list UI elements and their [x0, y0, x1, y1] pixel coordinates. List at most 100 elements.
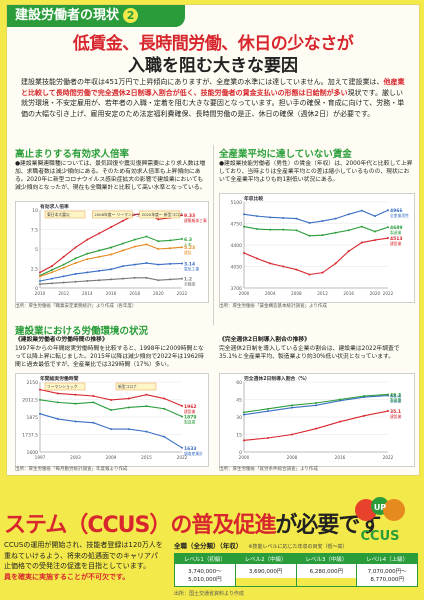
y-tick-label: 45 [236, 398, 242, 404]
level-name: レベル2（中級） [235, 554, 296, 564]
data-point [181, 404, 183, 407]
series-line [243, 209, 389, 224]
data-point [334, 217, 337, 220]
data-point [86, 238, 89, 241]
annotation-box [44, 382, 86, 391]
data-point [74, 262, 77, 265]
section-title-text: 建設労働者の現状 [15, 8, 120, 23]
data-point [157, 263, 160, 266]
panel2-source: 出所：厚生労働省「賃金構造基本統計調査」より作成 [219, 304, 327, 309]
data-point [86, 271, 89, 274]
data-point [110, 278, 112, 281]
data-point [373, 215, 376, 218]
x-tick-label: 1997 [35, 455, 46, 460]
panel1-source: 出所：厚生労働省「職業安定業務統計」より作成（各年度） [15, 304, 137, 309]
data-point [256, 215, 259, 218]
panel3-text: 1997年からの年間総実労働時間を比較すると、1998年に2009時間となって以… [15, 346, 204, 368]
ccus-body-text: CCUSの運用が開始され、技能者登録は120万人を 重ねていけるよう、将来の処遇… [4, 540, 172, 582]
data-point [127, 406, 130, 409]
ccus-title: ステム（CCUS）の普及促進が必要です [4, 507, 381, 539]
data-point [145, 235, 148, 238]
data-point [74, 402, 77, 405]
data-point [256, 228, 259, 231]
data-point [39, 398, 41, 401]
series-name-label: 建設 [184, 250, 192, 255]
data-point [121, 265, 124, 268]
data-point [267, 410, 269, 413]
x-tick-label: 2018 [129, 291, 140, 296]
data-point [56, 417, 59, 420]
data-point [387, 237, 389, 240]
data-point [181, 446, 183, 449]
data-point [181, 262, 183, 265]
series-line [243, 225, 389, 237]
data-point [39, 283, 41, 286]
data-point [98, 279, 101, 282]
y-tick-label: 10 [32, 208, 38, 214]
data-point [92, 401, 95, 404]
data-point [267, 407, 269, 410]
y-tick-label: 5100 [231, 200, 243, 206]
data-point [360, 225, 363, 228]
data-point [387, 393, 389, 396]
headline-line1: 低賃金、長時間労働、休日の少なさが [72, 34, 354, 54]
annotation-box [115, 382, 157, 391]
y-tick-label: 3700 [231, 286, 243, 292]
data-point [86, 258, 89, 261]
data-point [269, 216, 272, 219]
section-title-tag: 建設労働者の現状 2 [7, 5, 185, 27]
x-tick-label: 2022 [177, 455, 188, 460]
data-point [295, 217, 298, 220]
data-point [291, 404, 293, 407]
data-point [282, 216, 285, 219]
data-point [50, 269, 53, 272]
vertical-divider [213, 145, 214, 325]
headline-line2: 入職を阻む大きな要因 [128, 56, 298, 76]
level-range: 3,740,000〜5,010,000円 [175, 564, 235, 586]
y-tick-label: 7.5 [31, 228, 38, 234]
document-sheet: 建設労働者の現状 2 低賃金、長時間労働、休日の少なさが 入職を阻む大きな要因 建… [6, 4, 420, 476]
x-tick-label: 2014 [82, 291, 93, 296]
data-point [243, 439, 245, 442]
data-point [127, 397, 130, 400]
data-point [74, 420, 77, 423]
series-end-label: 1633 [184, 446, 197, 452]
series-end-label: 35.1 [390, 409, 401, 415]
panel4-text: 完全週休2日制を導入している企業の割合は、建設業は2022年調査で35.1%と全… [219, 346, 400, 360]
x-tick-label: 2008 [287, 455, 298, 460]
panel3-source: 出所：厚生労働省「毎月勤労統計調査」年度報より作成 [15, 467, 128, 472]
series-name-label: 土木 [184, 242, 192, 247]
data-point [39, 271, 41, 274]
series-name-label: 製造業 [390, 397, 402, 402]
level-cell: レベル4（上級） 7,070,000円〜8,770,000円 [356, 554, 417, 586]
annotation-label: 2020年度〜 新型コロナ [142, 212, 183, 217]
series-name-label: 調査産業計 [184, 451, 203, 456]
series-name-label: 全職業 [184, 282, 196, 287]
series-end-label: 4513 [390, 236, 403, 242]
data-point [145, 393, 148, 396]
data-point [295, 229, 298, 232]
data-point [39, 412, 41, 415]
data-point [145, 405, 148, 408]
panel3-sub: 《建設業労働者の労働時間の推移》 [15, 337, 108, 343]
data-point [62, 266, 65, 269]
data-point [315, 427, 317, 430]
series-end-label: 6.3 [184, 237, 192, 243]
data-point [169, 239, 172, 242]
series-name-label: 電気工事 [184, 267, 199, 272]
data-point [282, 228, 285, 231]
data-point [121, 219, 124, 222]
data-point [50, 282, 53, 285]
x-tick-label: 2004 [265, 291, 276, 296]
data-point [110, 268, 112, 271]
data-point [243, 213, 245, 216]
y-tick-label: 0 [35, 286, 38, 292]
data-point [243, 413, 245, 416]
data-point [110, 398, 112, 401]
data-point [56, 392, 59, 395]
chart-title: 完全週休2日制導入割合（%） [244, 375, 310, 382]
data-point [98, 269, 101, 272]
data-point [269, 228, 272, 231]
data-point [74, 246, 77, 249]
